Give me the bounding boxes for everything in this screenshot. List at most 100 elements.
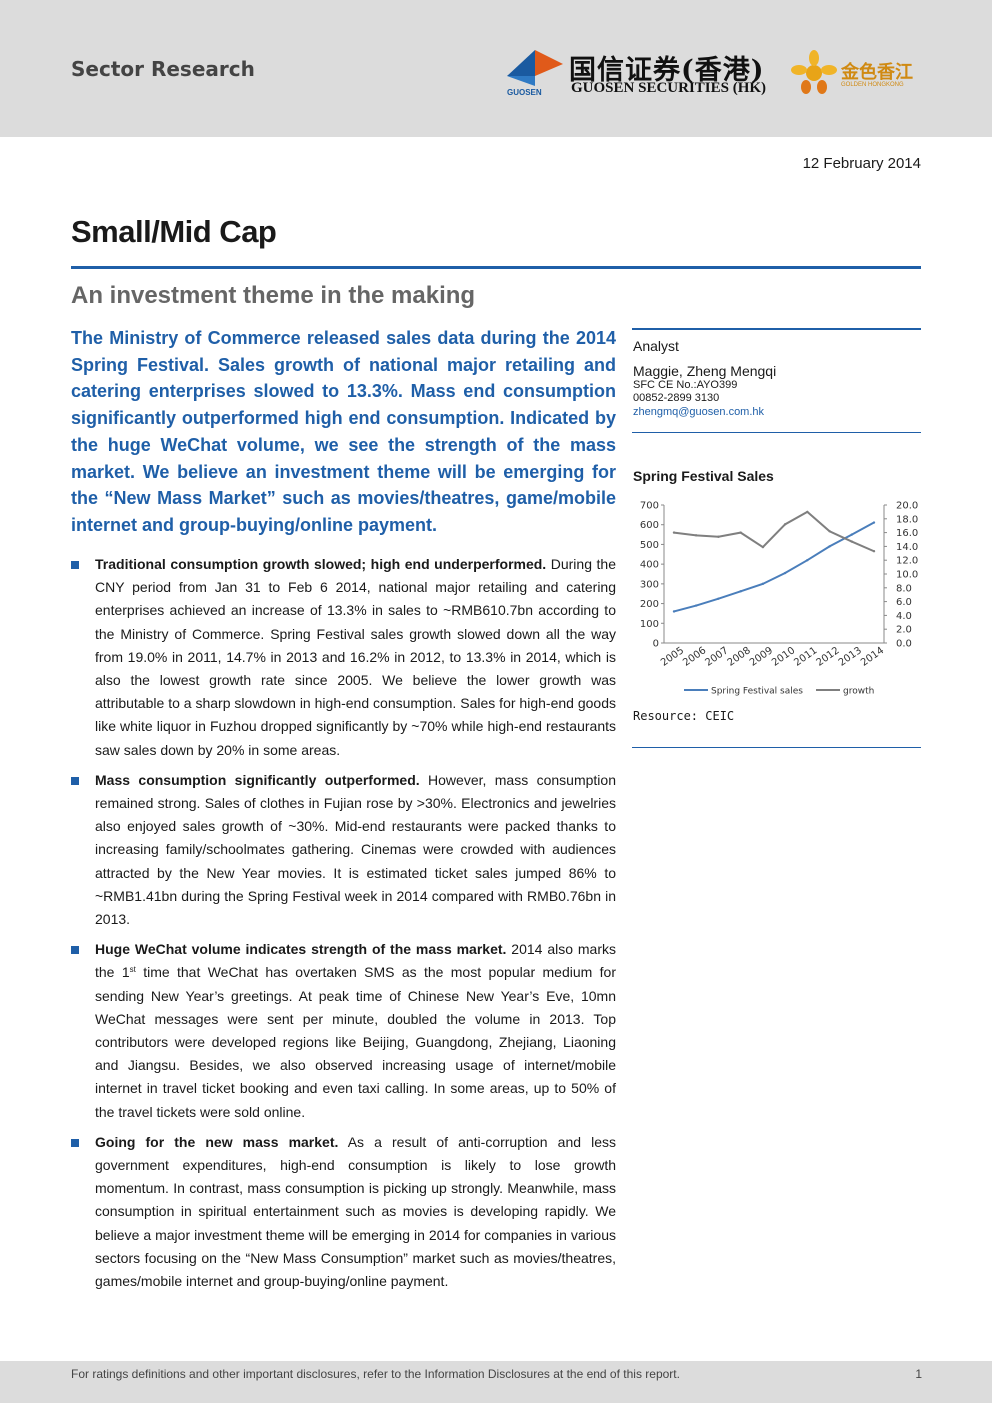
bullet-item: Going for the new mass market. As a resu…: [71, 1131, 616, 1293]
golden-hongkong-icon: [791, 50, 837, 94]
bullet-square-icon: [71, 1138, 79, 1147]
title-divider: [71, 266, 921, 269]
bullet-list: Traditional consumption growth slowed; h…: [71, 553, 616, 1300]
chart-source: Resource: CEIC: [633, 709, 735, 723]
series-line-1: [673, 521, 875, 613]
left-tick-label: 400: [640, 560, 659, 571]
series-point-2: [739, 531, 742, 534]
logo-mark-label: GUOSEN: [507, 88, 542, 97]
right-tick-label: 20.0: [896, 501, 918, 512]
sector-label: Sector Research: [71, 57, 255, 81]
bullet-body: 2014 also marks the 1: [95, 941, 616, 981]
footer-band: [0, 1361, 992, 1403]
right-tick-label: 0.0: [896, 639, 912, 650]
series-point-1: [739, 590, 742, 593]
x-tick-label: 2012: [815, 645, 842, 669]
series-point-1: [872, 521, 876, 524]
analyst-email-link[interactable]: zhengmq@guosen.com.hk: [633, 406, 765, 418]
legend-label: Spring Festival sales: [711, 687, 803, 697]
right-tick-label: 14.0: [896, 542, 918, 553]
series-point-1: [695, 604, 698, 607]
x-tick-label: 2005: [659, 645, 686, 669]
x-tick-label: 2013: [837, 645, 864, 669]
series-point-2: [761, 545, 765, 549]
series-point-2: [783, 523, 787, 526]
analyst-sfc: SFC CE No.:AYO399: [633, 379, 738, 391]
sidebar-divider: [632, 747, 921, 748]
analyst-phone: 00852-2899 3130: [633, 392, 720, 404]
series-point-2: [872, 550, 876, 553]
series-line-2: [673, 510, 875, 553]
left-tick-label: 300: [640, 579, 659, 590]
x-tick-label: 2008: [726, 645, 753, 669]
golden-hongkong-cn: 金色香江: [841, 62, 913, 83]
bullet-item: Huge WeChat volume indicates strength of…: [71, 938, 616, 1124]
right-tick-label: 4.0: [896, 611, 912, 622]
series-point-2: [806, 510, 809, 514]
bullet-item: Traditional consumption growth slowed; h…: [71, 553, 616, 762]
x-tick-label: 2011: [792, 645, 819, 669]
series-point-1: [761, 582, 765, 586]
analyst-label: Analyst: [633, 338, 679, 354]
left-tick-label: 600: [640, 520, 659, 531]
page-subtitle: An investment theme in the making: [71, 282, 476, 309]
logo-chinese-name: 国信证券(香港): [569, 55, 765, 86]
bullet-body-continued: time that WeChat has overtaken SMS as th…: [95, 964, 617, 1120]
left-tick-label: 700: [640, 501, 659, 512]
series-point-1: [672, 610, 676, 613]
golden-hongkong-en: GOLDEN HONGKONG: [841, 82, 904, 88]
series-point-2: [672, 531, 676, 534]
series-point-1: [806, 559, 809, 562]
series-point-2: [695, 534, 698, 537]
guosen-mark-icon: [507, 50, 563, 86]
right-tick-label: 2.0: [896, 625, 912, 636]
page-number: 1: [915, 1367, 922, 1381]
series-point-1: [783, 571, 787, 575]
footer-disclosure: For ratings definitions and other import…: [71, 1367, 680, 1381]
bullet-square-icon: [71, 561, 79, 569]
bullet-heading: Traditional consumption growth slowed; h…: [95, 556, 547, 572]
bullet-square-icon: [71, 946, 79, 955]
series-point-1: [850, 533, 853, 536]
x-tick-label: 2006: [681, 645, 708, 669]
bullet-superscript: st: [129, 965, 136, 975]
bullet-body: As a result of anti-corruption and less …: [95, 1133, 617, 1290]
bullet-square-icon: [71, 776, 79, 785]
bullet-item: Mass consumption significantly outperfor…: [71, 769, 616, 931]
header-band: Sector Research GUOSEN 国信证券(香港) GUOSEN S…: [0, 0, 992, 137]
spring-festival-sales-chart: 0 100 200 300 400 500 600 700 0.0 2.0 4.0 6.0 8.0 10.…: [640, 501, 918, 697]
bullet-heading: Going for the new mass market.: [95, 1133, 339, 1150]
x-tick-label: 2007: [703, 645, 730, 669]
summary-paragraph: The Ministry of Commerce released sales …: [71, 328, 616, 535]
left-tick-label: 0: [653, 639, 659, 650]
bullet-body: During the CNY period from Jan 31 to Feb…: [95, 556, 617, 758]
series-point-1: [828, 545, 831, 548]
bullet-heading: Mass consumption significantly outperfor…: [95, 771, 420, 788]
page-title: Small/Mid Cap: [71, 214, 277, 249]
x-tick-label: 2009: [748, 645, 775, 669]
left-tick-label: 100: [640, 619, 659, 630]
report-date: 12 February 2014: [802, 155, 921, 172]
analyst-name: Maggie, Zheng Mengqi: [633, 363, 777, 379]
right-tick-label: 8.0: [896, 583, 912, 594]
chart-title: Spring Festival Sales: [633, 468, 774, 484]
left-tick-label: 200: [640, 599, 659, 610]
right-tick-label: 16.0: [896, 528, 918, 539]
series-point-1: [717, 597, 720, 600]
bullet-heading: Huge WeChat volume indicates strength of…: [95, 941, 507, 958]
right-tick-label: 18.0: [896, 514, 918, 525]
guosen-logo: GUOSEN 国信证券(香港) GUOSEN SECURITIES (HK) 金…: [503, 46, 923, 102]
series-point-2: [717, 535, 720, 538]
right-tick-label: 12.0: [896, 556, 918, 567]
series-point-2: [850, 540, 853, 543]
x-tick-label: 2014: [859, 645, 886, 669]
right-tick-label: 10.0: [896, 570, 918, 581]
left-tick-label: 500: [640, 540, 659, 551]
right-tick-label: 6.0: [896, 597, 912, 608]
series-point-2: [828, 530, 831, 533]
sidebar-divider: [632, 328, 921, 330]
logo-english-name: GUOSEN SECURITIES (HK): [571, 80, 767, 96]
x-tick-label: 2010: [770, 645, 797, 669]
bullet-body: However, mass consumption remained stron…: [95, 771, 616, 928]
sidebar-divider: [632, 432, 921, 433]
